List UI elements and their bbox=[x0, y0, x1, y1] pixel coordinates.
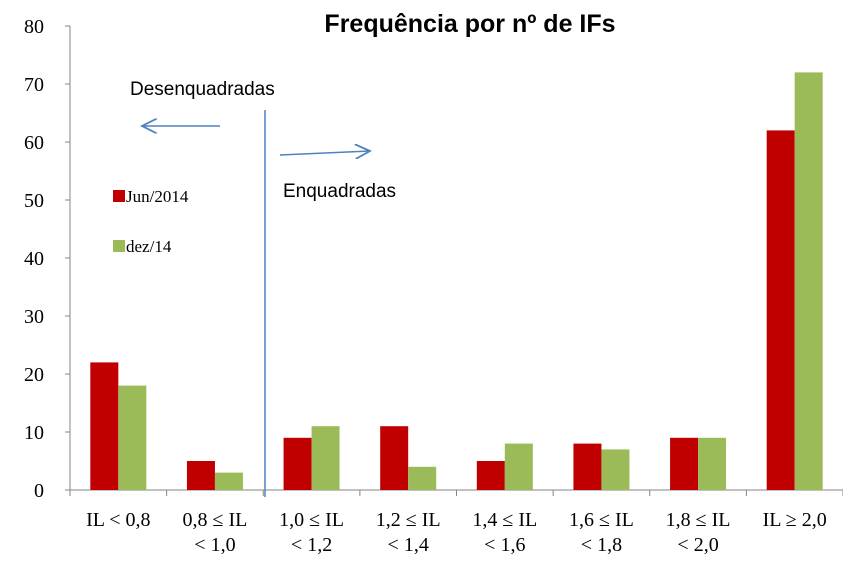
y-tick-label: 80 bbox=[24, 16, 44, 38]
x-tick-label-line: 0,8 ≤ IL bbox=[183, 509, 248, 531]
y-tick-label: 30 bbox=[24, 306, 44, 328]
annotation: Desenquadradas bbox=[130, 79, 275, 100]
arrow-right bbox=[279, 151, 370, 155]
x-tick-label-line: 1,4 ≤ IL bbox=[472, 509, 537, 531]
y-tick-label: 10 bbox=[24, 422, 44, 444]
x-tick-label-line: < 1,0 bbox=[194, 534, 235, 556]
bar bbox=[408, 466, 437, 490]
y-tick-label: 50 bbox=[24, 190, 44, 212]
bar bbox=[698, 437, 727, 490]
bar bbox=[118, 385, 147, 490]
bar bbox=[601, 449, 630, 490]
x-tick-label-line: < 1,4 bbox=[388, 534, 429, 556]
bar bbox=[380, 426, 409, 490]
bar bbox=[90, 362, 119, 490]
x-tick-label-line: IL < 0,8 bbox=[86, 509, 150, 531]
y-tick-label: 0 bbox=[34, 480, 44, 502]
x-tick-label-line: < 2,0 bbox=[677, 534, 718, 556]
x-tick-label: 1,0 ≤ IL < 1,2 bbox=[279, 509, 344, 556]
chart-title: Frequência por nº de IFs bbox=[324, 10, 615, 38]
x-tick-label-line: IL ≥ 2,0 bbox=[763, 509, 827, 531]
bar bbox=[186, 461, 215, 490]
x-tick-label: 1,4 ≤ IL < 1,6 bbox=[472, 509, 537, 556]
x-tick-label: 1,6 ≤ IL < 1,8 bbox=[569, 509, 634, 556]
bar bbox=[504, 443, 533, 490]
y-tick-label: 70 bbox=[24, 74, 44, 96]
annotation: Enquadradas bbox=[283, 181, 396, 202]
x-tick-label-line: < 1,6 bbox=[484, 534, 525, 556]
x-tick-label-line: 1,6 ≤ IL bbox=[569, 509, 634, 531]
bar bbox=[476, 461, 505, 490]
bar bbox=[573, 443, 602, 490]
x-tick-label-line: 1,8 ≤ IL bbox=[666, 509, 731, 531]
bar bbox=[311, 426, 340, 490]
y-tick-label: 40 bbox=[24, 248, 44, 270]
x-tick-label: IL ≥ 2,0 bbox=[763, 509, 827, 531]
x-tick-label: IL < 0,8 bbox=[86, 509, 150, 531]
legend-swatch bbox=[113, 190, 125, 202]
x-tick-label-line: < 1,2 bbox=[291, 534, 332, 556]
legend-swatch bbox=[113, 240, 125, 252]
x-tick-label: 1,8 ≤ IL < 2,0 bbox=[666, 509, 731, 556]
bar bbox=[214, 472, 243, 490]
x-tick-label: 0,8 ≤ IL < 1,0 bbox=[183, 509, 248, 556]
x-tick-label: 1,2 ≤ IL < 1,4 bbox=[376, 509, 441, 556]
x-tick-label-line: < 1,8 bbox=[581, 534, 622, 556]
y-tick-label: 20 bbox=[24, 364, 44, 386]
legend-label: Jun/2014 bbox=[126, 187, 189, 206]
y-tick-label: 60 bbox=[24, 132, 44, 154]
x-tick-label-line: 1,2 ≤ IL bbox=[376, 509, 441, 531]
bar bbox=[794, 72, 823, 491]
bar bbox=[283, 437, 312, 490]
bar bbox=[670, 437, 699, 490]
x-tick-label-line: 1,0 ≤ IL bbox=[279, 509, 344, 531]
legend-label: dez/14 bbox=[126, 237, 172, 256]
bar bbox=[766, 130, 795, 490]
